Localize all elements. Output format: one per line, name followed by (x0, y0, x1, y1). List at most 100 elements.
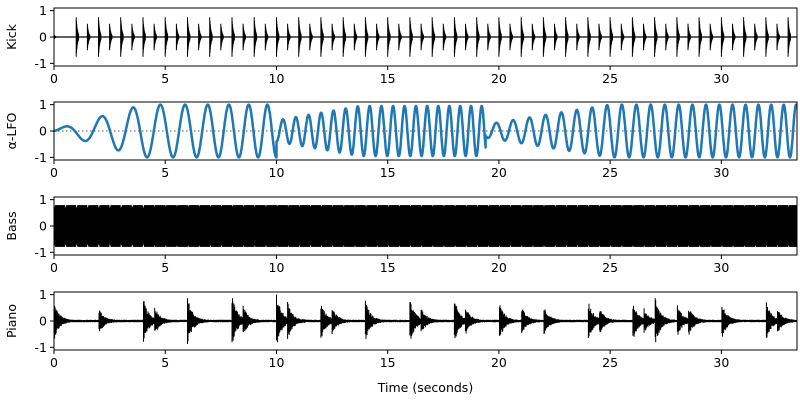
kick-hit (342, 17, 347, 57)
y-tick-label: 1 (39, 287, 47, 302)
kick-hit (732, 23, 736, 51)
kick-hit (220, 23, 224, 51)
kick-hit (498, 17, 502, 57)
kick-hit (98, 17, 102, 57)
kick-hit (465, 23, 469, 51)
kick-hit (709, 23, 714, 51)
kick-hit (109, 23, 113, 51)
y-axis-label: Kick (4, 23, 19, 50)
x-tick-label: 0 (50, 71, 58, 86)
kick-hit (743, 17, 747, 57)
plot-area (54, 294, 797, 344)
x-tick-label: 15 (380, 71, 396, 86)
kick-hit (554, 23, 558, 51)
kick-hit (131, 23, 135, 51)
kick-hit (531, 23, 536, 51)
kick-hit (487, 23, 491, 51)
kick-hit (86, 23, 91, 51)
y-tick-label: -1 (35, 245, 47, 260)
kick-hit (331, 23, 335, 51)
x-axis-label: Time (seconds) (377, 380, 473, 395)
kick-hit (476, 17, 480, 57)
y-axis-label: Piano (4, 304, 19, 338)
kick-hit (587, 17, 591, 57)
x-tick-label: 25 (602, 71, 618, 86)
lfo-line (54, 103, 797, 159)
y-axis-label: Bass (4, 211, 19, 240)
kick-hit (520, 17, 525, 57)
x-tick-label: 20 (491, 165, 507, 180)
x-tick-label: 0 (50, 355, 58, 370)
kick-hit (542, 17, 547, 57)
kick-hit (720, 17, 725, 57)
kick-hit (409, 17, 413, 57)
kick-hit (187, 17, 191, 57)
kick-hit (765, 17, 769, 57)
y-tick-label: 0 (39, 219, 47, 234)
kick-hit (654, 17, 658, 57)
kick-hit (353, 23, 358, 51)
kick-hit (776, 23, 780, 51)
kick-hit (698, 17, 702, 57)
kick-hit (264, 23, 269, 51)
kick-hit (231, 17, 235, 57)
kick-hit (643, 23, 647, 51)
kick-hit (453, 17, 458, 57)
kick-hit (164, 17, 169, 57)
x-tick-label: 5 (161, 260, 169, 275)
x-tick-label: 10 (269, 71, 285, 86)
y-tick-label: 1 (39, 97, 47, 112)
x-tick-label: 5 (161, 71, 169, 86)
kick-hit (576, 23, 580, 51)
kick-hit (142, 17, 146, 57)
y-tick-label: -1 (35, 340, 47, 355)
x-tick-label: 30 (713, 71, 729, 86)
kick-hit (442, 23, 447, 51)
kick-hit (153, 23, 157, 51)
kick-hit (754, 23, 758, 51)
kick-hit (276, 17, 280, 57)
kick-hit (676, 17, 680, 57)
x-tick-label: 0 (50, 260, 58, 275)
kick-hit (509, 23, 513, 51)
kick-hit (609, 17, 613, 57)
y-tick-label: 1 (39, 192, 47, 207)
y-tick-label: 0 (39, 124, 47, 139)
kick-hit (376, 23, 380, 51)
kick-hit (398, 23, 402, 51)
kick-hit (598, 23, 602, 51)
bass-waveform (54, 205, 797, 247)
kick-hit (420, 23, 424, 51)
x-tick-label: 10 (269, 260, 285, 275)
y-tick-label: -1 (35, 150, 47, 165)
kick-hit (320, 17, 324, 57)
kick-hit (198, 23, 202, 51)
x-tick-label: 20 (491, 260, 507, 275)
kick-hit (565, 17, 569, 57)
y-tick-label: 0 (39, 314, 47, 329)
piano-waveform (54, 294, 797, 344)
kick-hit (620, 23, 625, 51)
x-tick-label: 30 (713, 355, 729, 370)
kick-hit (298, 17, 302, 57)
x-tick-label: 5 (161, 355, 169, 370)
x-tick-label: 0 (50, 165, 58, 180)
x-tick-label: 25 (602, 260, 618, 275)
kick-hit (242, 23, 246, 51)
x-tick-label: 10 (269, 355, 285, 370)
y-tick-label: 1 (39, 3, 47, 18)
kick-hit (431, 17, 436, 57)
x-tick-label: 5 (161, 165, 169, 180)
kick-hit (687, 23, 691, 51)
kick-hit (665, 23, 669, 51)
x-tick-label: 25 (602, 165, 618, 180)
x-tick-label: 30 (713, 260, 729, 275)
plot-area (54, 17, 797, 57)
kick-hit (253, 17, 258, 57)
kick-hit (309, 23, 313, 51)
